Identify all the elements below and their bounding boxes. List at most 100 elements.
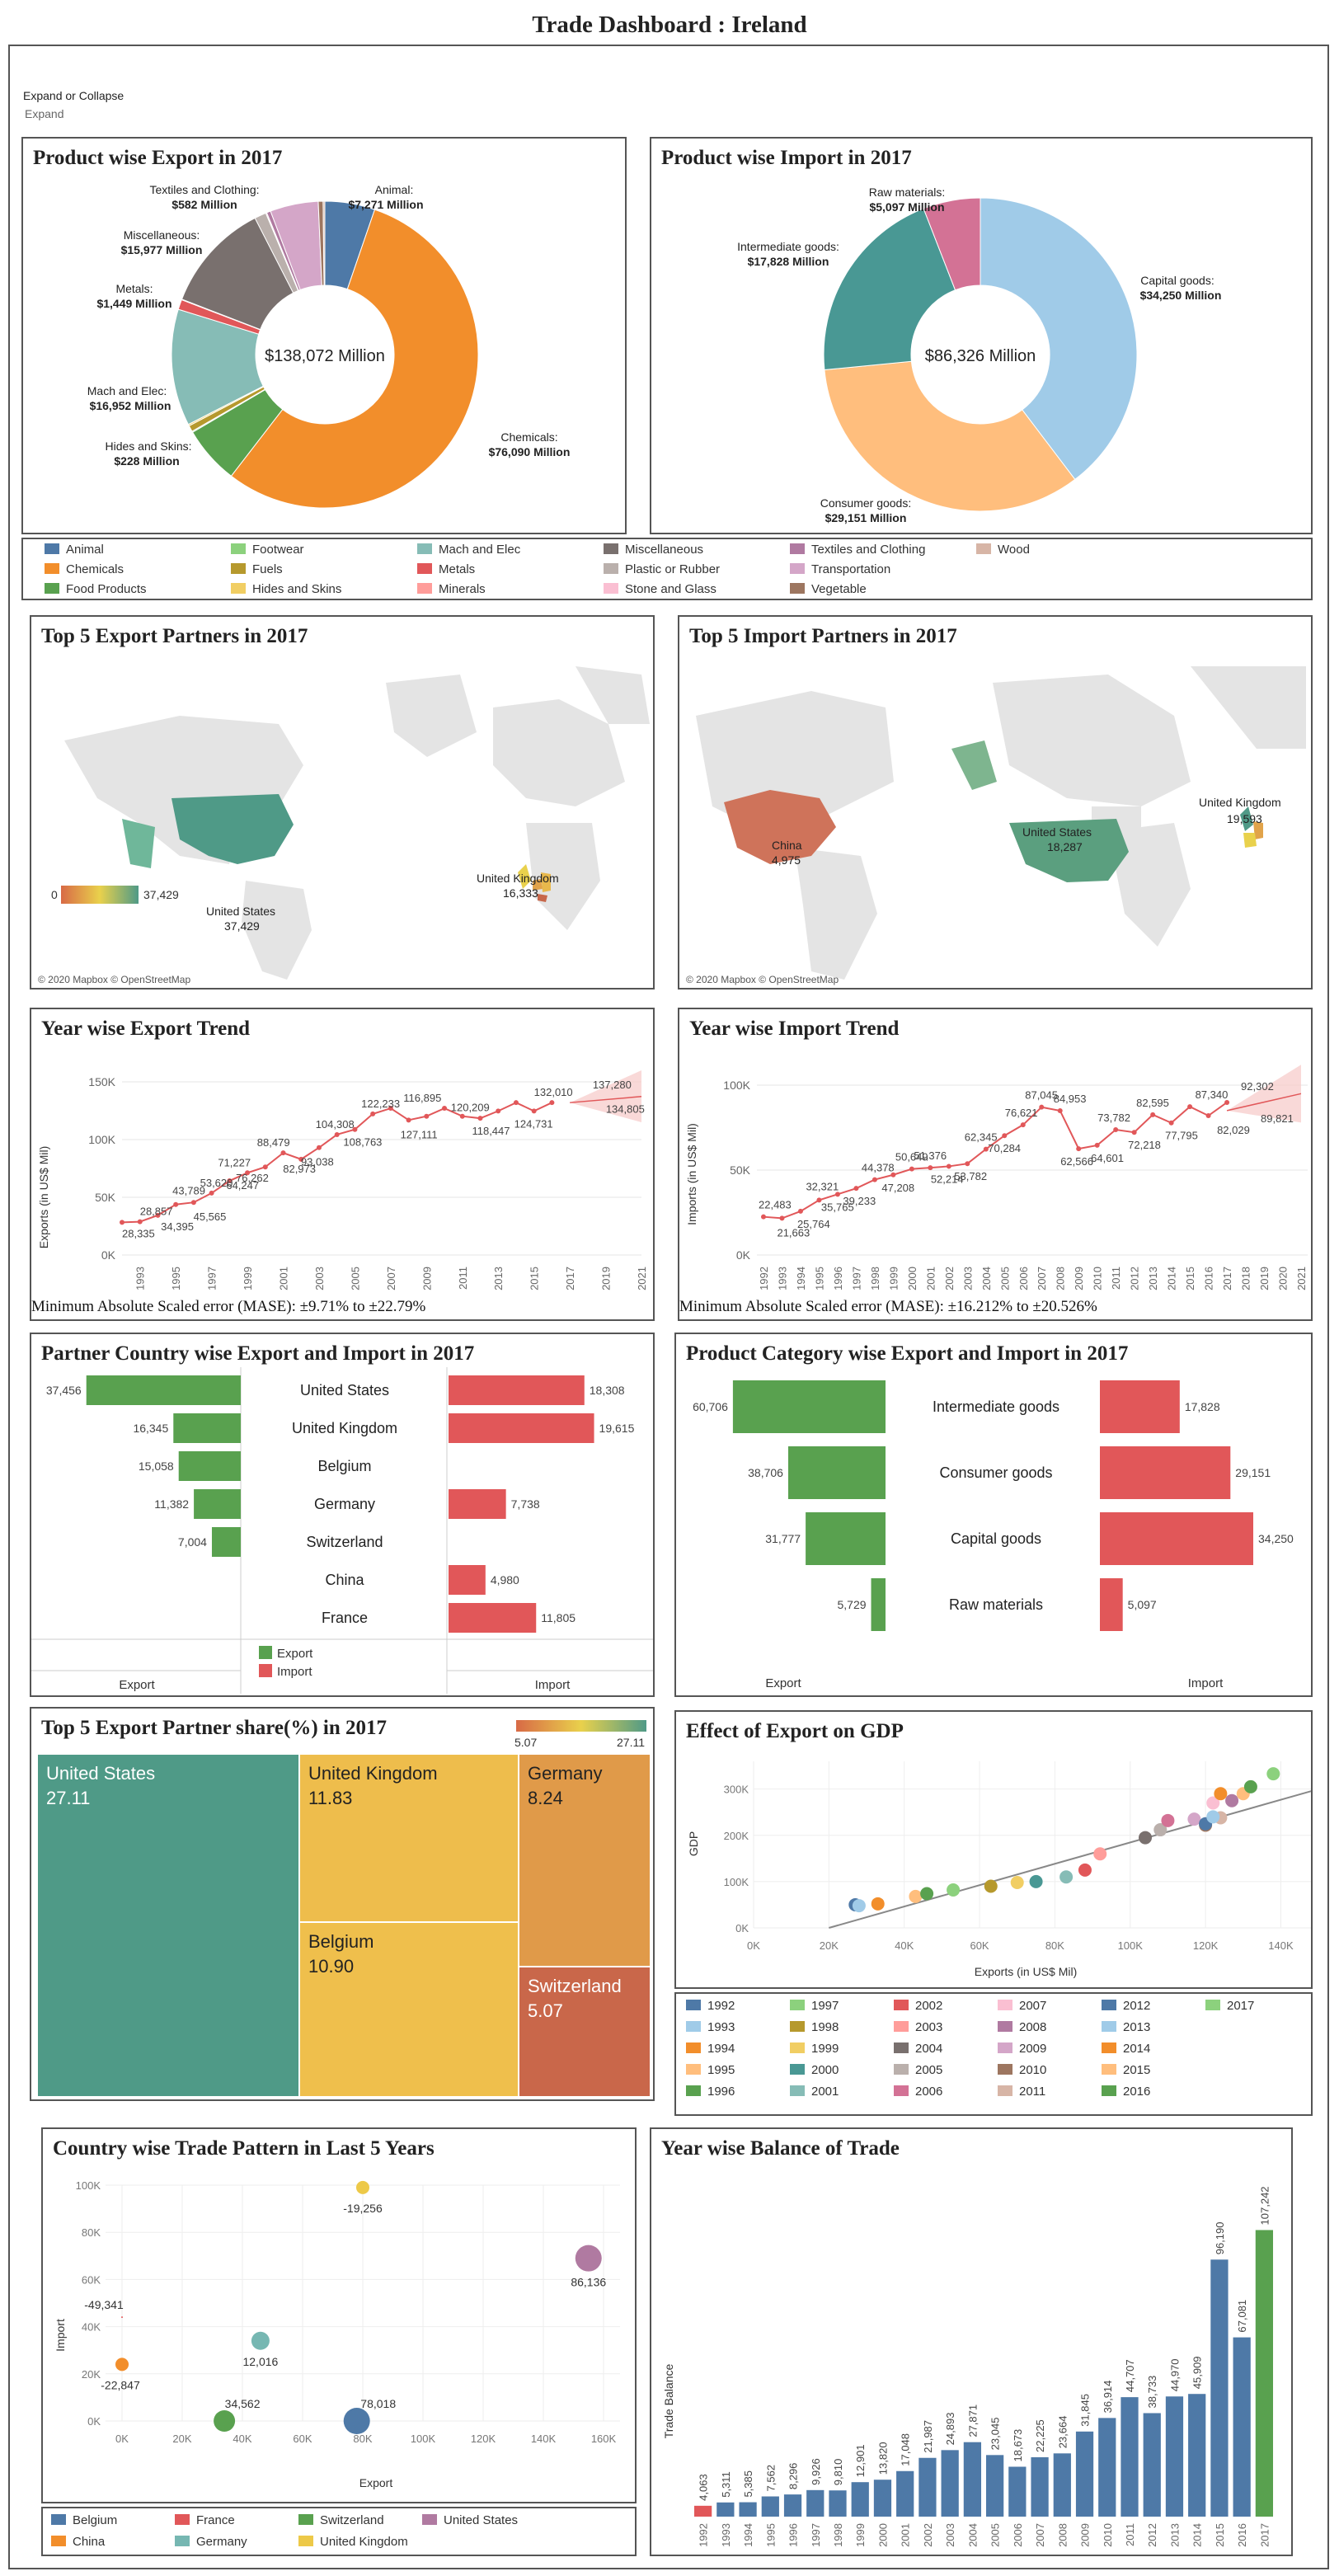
pattern-legend-item-switzerland[interactable]: Switzerland <box>298 2513 384 2527</box>
legend-item-fuels[interactable]: Fuels <box>231 562 283 576</box>
balance-bar-2005 <box>986 2455 1004 2517</box>
pattern-point-label: 12,016 <box>242 2355 278 2368</box>
year-legend-item-2010[interactable]: 2010 <box>998 2063 1046 2077</box>
map-uk-export-name: United Kingdom <box>477 872 559 885</box>
year-legend-item-2012[interactable]: 2012 <box>1102 1999 1150 2013</box>
export-map-panel: Top 5 Export Partners in 2017 0 37,429 U… <box>30 615 655 990</box>
pattern-legend-item-germany[interactable]: Germany <box>175 2535 247 2549</box>
legend-item-transportation[interactable]: Transportation <box>790 562 890 576</box>
balance-bar-label: 36,914 <box>1102 2381 1114 2414</box>
balance-bar-label: 44,970 <box>1168 2358 1181 2391</box>
treemap-cell-belgium[interactable]: Belgium 10.90 <box>300 1923 518 2096</box>
map-uk-export <box>518 864 531 889</box>
balance-bar-label: 38,733 <box>1146 2376 1158 2409</box>
balance-xtick: 2011 <box>1124 2523 1136 2546</box>
pattern-legend-item-france[interactable]: France <box>175 2513 235 2527</box>
year-legend-item-2009[interactable]: 2009 <box>998 2042 1046 2056</box>
legend-item-food-products[interactable]: Food Products <box>45 582 147 596</box>
pattern-legend-item-belgium[interactable]: Belgium <box>51 2513 117 2527</box>
export-pie-chart: $138,072 Million Animal: $7,271 Million … <box>87 183 570 509</box>
year-legend-item-1997[interactable]: 1997 <box>790 1999 839 2013</box>
year-legend-item-1994[interactable]: 1994 <box>686 2042 735 2056</box>
import-trend-label: 25,764 <box>797 1218 830 1230</box>
import-trend-title: Year wise Import Trend <box>689 1018 900 1040</box>
treemap-cell-united-states[interactable]: United States 27.11 <box>38 1755 298 2096</box>
legend-label: 2014 <box>1123 2042 1151 2056</box>
year-legend-item-1992[interactable]: 1992 <box>686 1999 735 2013</box>
year-legend-item-2017[interactable]: 2017 <box>1205 1999 1254 2013</box>
treemap-cell-switzerland[interactable]: Switzerland 5.07 <box>519 1967 650 2096</box>
legend-item-hides-and-skins[interactable]: Hides and Skins <box>231 582 341 596</box>
year-legend-item-1995[interactable]: 1995 <box>686 2063 735 2077</box>
legend-swatch <box>686 2042 701 2053</box>
legend-item-wood[interactable]: Wood <box>976 543 1030 557</box>
year-legend-item-2011[interactable]: 2011 <box>998 2085 1045 2099</box>
import-trend-label: 92,302 <box>1241 1080 1274 1093</box>
legend-label: 2011 <box>1019 2085 1046 2099</box>
map-uk-export-value: 16,333 <box>503 886 538 900</box>
balance-bar-1996 <box>783 2494 802 2517</box>
partner-export-bar <box>211 1527 241 1557</box>
legend-item-chemicals[interactable]: Chemicals <box>45 562 124 576</box>
year-legend-item-2003[interactable]: 2003 <box>894 2020 942 2034</box>
year-legend-item-2005[interactable]: 2005 <box>894 2063 942 2077</box>
year-legend-item-2008[interactable]: 2008 <box>998 2020 1046 2034</box>
year-legend-item-1999[interactable]: 1999 <box>790 2042 839 2056</box>
balance-bar-2003 <box>941 2450 959 2517</box>
year-legend-item-2015[interactable]: 2015 <box>1102 2063 1150 2077</box>
partner-export-value: 7,004 <box>178 1535 207 1549</box>
import-trend-label: 62,566 <box>1060 1155 1093 1168</box>
legend-swatch <box>298 2514 313 2525</box>
year-legend-item-2007[interactable]: 2007 <box>998 1999 1046 2013</box>
legend-item-stone-and-glass[interactable]: Stone and Glass <box>604 582 716 596</box>
export-trend-point <box>352 1126 358 1132</box>
legend-item-animal[interactable]: Animal <box>45 543 104 557</box>
year-legend-item-2002[interactable]: 2002 <box>894 1999 942 2013</box>
label-textiles-cat: Textiles and Clothing: <box>149 183 259 196</box>
pattern-legend-item-united-kingdom[interactable]: United Kingdom <box>298 2535 408 2549</box>
legend-item-plastic-or-rubber[interactable]: Plastic or Rubber <box>604 562 720 576</box>
legend-item-footwear[interactable]: Footwear <box>231 543 304 557</box>
year-legend-item-2000[interactable]: 2000 <box>790 2063 839 2077</box>
treemap-cell-united-kingdom[interactable]: United Kingdom 11.83 <box>300 1755 518 1921</box>
year-legend: 1992 1997 2002 2007 2012 2017 1993 1998 2003 2008… <box>674 1992 1313 2116</box>
year-legend-item-2016[interactable]: 2016 <box>1102 2085 1150 2099</box>
year-legend-item-2006[interactable]: 2006 <box>894 2085 942 2099</box>
legend-item-mach-and-elec[interactable]: Mach and Elec <box>417 543 520 557</box>
gdp-point-2003 <box>1093 1847 1107 1861</box>
legend-item-textiles-and-clothing[interactable]: Textiles and Clothing <box>790 543 925 557</box>
export-map[interactable]: 0 37,429 United States 37,429 United Kin… <box>31 617 653 988</box>
export-trend-point <box>388 1106 393 1112</box>
expand-collapse-control[interactable]: Expand <box>25 107 64 120</box>
export-trend-label: 43,789 <box>172 1185 205 1197</box>
import-trend-xtick: 2001 <box>924 1267 937 1290</box>
import-trend-label: 21,663 <box>777 1226 810 1239</box>
year-legend-item-1996[interactable]: 1996 <box>686 2085 735 2099</box>
legend-item-miscellaneous[interactable]: Miscellaneous <box>604 543 703 557</box>
label-capital-val: $34,250 Million <box>1140 289 1222 302</box>
import-trend-xtick: 1999 <box>887 1267 900 1290</box>
gdp-trendline <box>829 1790 1311 1929</box>
year-legend-item-2013[interactable]: 2013 <box>1102 2020 1150 2034</box>
import-pie-slice-capital-goods <box>980 197 1138 481</box>
export-pie-slice-chemicals <box>230 209 479 509</box>
legend-item-minerals[interactable]: Minerals <box>417 582 486 596</box>
category-label: Consumer goods <box>939 1464 1052 1481</box>
year-legend-item-2014[interactable]: 2014 <box>1102 2042 1150 2056</box>
year-legend-item-2001[interactable]: 2001 <box>790 2085 839 2099</box>
year-legend-item-1998[interactable]: 1998 <box>790 2020 839 2034</box>
import-trend-point <box>1224 1099 1230 1105</box>
year-legend-item-2004[interactable]: 2004 <box>894 2042 942 2056</box>
balance-bar-1992 <box>694 2505 712 2517</box>
import-map[interactable]: China 4,975 United States 18,287 United … <box>679 617 1311 988</box>
pattern-legend-item-united-states[interactable]: United States <box>422 2513 518 2527</box>
legend-label: Belgium <box>73 2513 118 2527</box>
legend-item-vegetable[interactable]: Vegetable <box>790 582 867 596</box>
gdp-point-2008 <box>1225 1793 1239 1807</box>
pattern-legend-item-china[interactable]: China <box>51 2535 105 2549</box>
year-legend-item-1993[interactable]: 1993 <box>686 2020 735 2034</box>
treemap-cell-germany[interactable]: Germany 8.24 <box>519 1755 650 1966</box>
pattern-xtick: 120K <box>471 2433 496 2445</box>
import-pie-panel: Product wise Import in 2017 $86,326 Mill… <box>650 137 1313 534</box>
legend-item-metals[interactable]: Metals <box>417 562 475 576</box>
